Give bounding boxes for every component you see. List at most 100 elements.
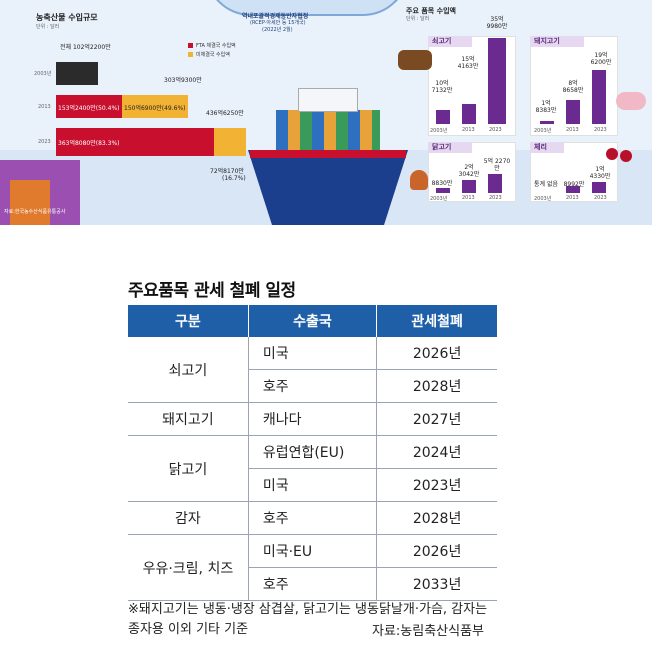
pig-icon [616,92,646,110]
cherry-bar-2013 [566,186,580,193]
import-title: 농축산물 수입규모 [36,13,98,22]
cherry-year-2013: 2013 [566,195,579,201]
cherry-label: 체리 [530,142,564,153]
pork-value-2013: 8억 8658만 [562,80,584,94]
ship-hull-stripe [250,150,406,158]
rcep-subcaption: (RCEP·아세안 등 15개국) [250,20,306,26]
cherry-icon [620,150,632,162]
chicken-value-2003: 8830만 [431,180,453,187]
header-year: 관세철폐 [376,305,497,337]
item-chicken: 닭고기 [128,435,249,502]
header-country: 수출국 [247,305,377,337]
label-2023-non: 72억8170만 [210,168,244,175]
country-cell: 호주 [248,567,378,601]
source-credit: 자료:한국농수산식품유통공사 [4,209,66,215]
table-row: 돼지고기 캐나다 2027년 [128,402,497,436]
item-potato: 감자 [128,501,249,535]
table-source: 자료:농림축산식품부 [372,624,485,639]
label-2003-total: 전체 102억2200만 [60,44,111,51]
beef-bar-2013 [462,104,476,124]
container-stack [10,180,50,225]
item-pork: 돼지고기 [128,402,249,436]
year-cell: 2028년 [376,501,497,535]
pork-value-2003: 1억 8383만 [535,100,557,114]
table-footnote: ※돼지고기는 냉동·냉장 삼겹살, 닭고기는 냉동닭날개·가슴, 감자는 종자용… [128,602,488,637]
chicken-bar-2013 [462,180,476,193]
import-infographic: 역내포괄적경제동반자협정 (RCEP·아세안 등 15개국) (2022년 2월… [0,0,652,225]
pork-bar-2003 [540,121,554,124]
country-cell: 미국 [248,468,378,502]
import-unit: 단위 : 달러 [36,24,60,30]
table-row: 호주 2033년 [128,567,497,601]
row-year: 2013 [38,104,51,110]
pork-bar-2013 [566,100,580,124]
table-title: 주요품목 관세 철폐 일정 [128,281,296,301]
year-cell: 2033년 [376,567,497,601]
beef-year-2013: 2013 [462,127,475,133]
pork-year-2023: 2023 [594,127,607,133]
tariff-schedule-table: 구분 수출국 관세철폐 쇠고기 미국 2026년 호주 2028년 돼지고기 캐… [128,305,497,601]
chicken-year-2013: 2013 [462,195,475,201]
table-row: 미국 2023년 [128,468,497,502]
table-row: 호주 2028년 [128,369,497,403]
row-year: 2023 [38,139,51,145]
label-2013-non: 150억6900만(49.6%) [124,105,186,112]
cow-icon [398,50,432,70]
items-unit: 단위 : 달러 [406,16,430,22]
legend-fta: FTA 체결국 수입액 [196,43,236,49]
year-cell: 2026년 [376,337,497,370]
cherry-year-2003: 2003년 [534,196,552,202]
cherry-icon [606,148,618,160]
table-header-row: 구분 수출국 관세철폐 [128,305,497,337]
beef-year-2003: 2003년 [430,128,448,134]
item-dairy: 우유·크림, 치즈 [128,534,249,601]
country-cell: 호주 [248,369,378,403]
beef-bar-2003 [436,110,450,124]
ship-bridge [298,88,358,112]
beef-value-2003: 10억 7132만 [431,80,453,94]
pork-year-2003: 2003년 [534,128,552,134]
cargo-ship [248,150,408,225]
year-cell: 2026년 [376,534,497,568]
legend-non-swatch [188,52,193,57]
items-title: 주요 품목 수입액 [406,7,456,15]
table-row: 감자 호주 2028년 [128,501,497,535]
label-2013-total: 303억9300만 [164,77,202,84]
country-cell: 유럽연합(EU) [248,435,378,469]
chicken-value-2013: 2억 3042만 [458,164,480,178]
cherry-value-2023: 1억 4330만 [589,166,611,180]
rcep-caption: 역내포괄적경제동반자협정 [242,13,309,20]
header-category: 구분 [128,305,249,337]
year-cell: 2023년 [376,468,497,502]
year-cell: 2024년 [376,435,497,469]
bar-2013-fta [56,95,122,118]
label-2023-non-pct: (16.7%) [222,175,246,182]
table-row: 우유·크림, 치즈 미국·EU 2026년 [128,534,497,601]
year-cell: 2028년 [376,369,497,403]
legend-non: 미체결국 수입액 [196,52,230,58]
cherry-bar-2023 [592,182,606,193]
beef-bar-2023 [488,38,506,124]
cherry-year-2023: 2023 [594,195,607,201]
row-year: 2003년 [34,71,52,77]
chicken-year-2003: 2003년 [430,196,448,202]
country-cell: 호주 [248,501,378,535]
table-row: 닭고기 유럽연합(EU) 2024년 [128,435,497,502]
chicken-value-2023: 5억 2270만 [483,158,511,172]
chicken-bar-2003 [436,188,450,193]
label-2023-fta: 363억8080만(83.3%) [58,140,120,147]
item-beef: 쇠고기 [128,337,249,403]
bar-2003-total [56,62,98,85]
pork-year-2013: 2013 [566,127,579,133]
pork-label: 돼지고기 [530,36,584,47]
beef-label: 쇠고기 [428,36,472,47]
year-cell: 2027년 [376,402,497,436]
beef-value-2013: 15억 4163만 [457,56,479,70]
label-2013-fta: 153억2400만(50.4%) [58,105,120,112]
chicken-icon [410,170,428,190]
pork-bar-2023 [592,70,606,124]
beef-year-2023: 2023 [489,127,502,133]
chicken-label: 닭고기 [428,142,472,153]
chicken-bar-2023 [488,174,502,193]
country-cell: 캐나다 [248,402,378,436]
